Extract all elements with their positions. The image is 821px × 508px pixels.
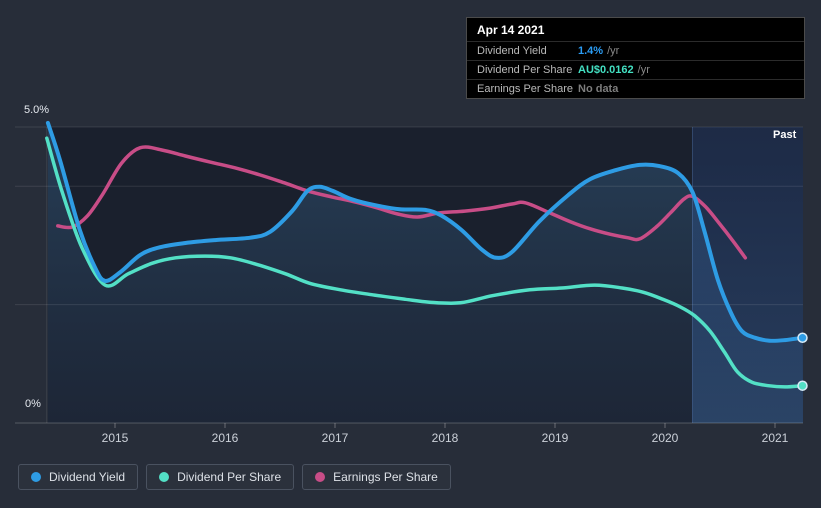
- tooltip-row-earnings-per-share: Earnings Per Share No data: [467, 79, 804, 98]
- x-axis-label: 2015: [101, 431, 129, 445]
- dividend-per-share-swatch-icon: [159, 472, 170, 482]
- tooltip-value: 1.4%: [578, 45, 604, 57]
- x-axis-label: 2020: [651, 431, 679, 445]
- x-axis-label: 2019: [541, 431, 569, 445]
- tooltip-row-dividend-per-share: Dividend Per Share AU$0.0162 /yr: [467, 60, 804, 79]
- legend-label: Dividend Yield: [49, 470, 126, 484]
- legend-label: Earnings Per Share: [333, 470, 438, 484]
- dividend-yield-area-fill: [47, 122, 803, 424]
- legend-item-dividend-yield[interactable]: Dividend Yield: [18, 464, 139, 490]
- dividend-yield-line: [45, 120, 805, 343]
- tooltip-label: Dividend Per Share: [477, 64, 573, 76]
- dividend-per-share-endpoint-marker[interactable]: [797, 380, 808, 391]
- dividend-per-share-line: [45, 136, 805, 389]
- x-axis-label: 2021: [761, 431, 789, 445]
- tooltip-value: No data: [578, 83, 619, 95]
- y-axis-label-bottom: 0%: [25, 398, 41, 410]
- x-axis-label: 2017: [321, 431, 349, 445]
- tooltip-unit: /yr: [637, 64, 650, 76]
- dividend-yield-endpoint-marker[interactable]: [797, 332, 808, 344]
- y-axis-label-top: 5.0%: [24, 104, 50, 116]
- tooltip-label: Earnings Per Share: [477, 83, 573, 95]
- past-region-band: [692, 127, 803, 423]
- x-axis-label: 2018: [431, 431, 459, 445]
- tooltip-date: Apr 14 2021: [477, 23, 545, 37]
- tooltip-unit: /yr: [607, 45, 620, 57]
- legend-item-earnings-per-share[interactable]: Earnings Per Share: [302, 464, 451, 490]
- past-region-label: Past: [773, 129, 797, 141]
- legend-label: Dividend Per Share: [177, 470, 282, 484]
- dividend-yield-swatch-icon: [31, 472, 41, 482]
- x-axis: 2015 2016 2017 2018 2019 2020 2021: [0, 431, 821, 447]
- tooltip-value: AU$0.0162: [578, 64, 634, 76]
- legend-item-dividend-per-share[interactable]: Dividend Per Share: [146, 464, 295, 490]
- earnings-per-share-swatch-icon: [315, 472, 326, 482]
- tooltip-row-dividend-yield: Dividend Yield 1.4% /yr: [467, 41, 804, 60]
- tooltip-label: Dividend Yield: [477, 45, 547, 57]
- chart-tooltip: Apr 14 2021 Dividend Yield 1.4% /yr Divi…: [466, 17, 805, 99]
- x-axis-label: 2016: [211, 431, 239, 445]
- chart-legend: Dividend Yield Dividend Per Share Earnin…: [18, 464, 451, 490]
